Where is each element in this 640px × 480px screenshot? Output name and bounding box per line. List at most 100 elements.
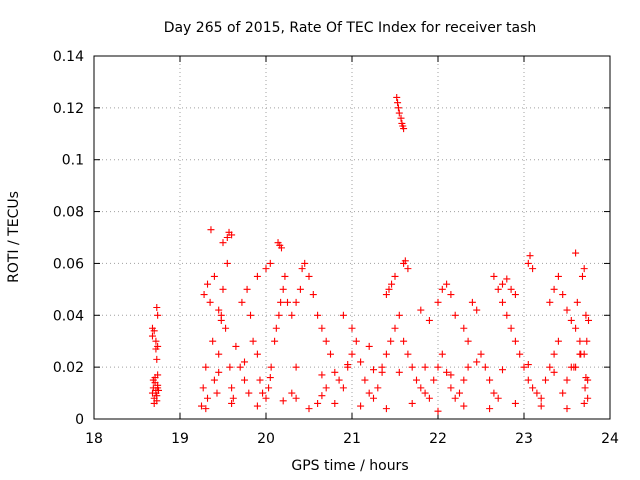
- data-point: [394, 99, 402, 107]
- data-point: [271, 337, 279, 345]
- data-point: [583, 337, 591, 345]
- data-point: [481, 363, 489, 371]
- data-point: [526, 252, 534, 260]
- data-point: [563, 405, 571, 413]
- data-point: [477, 350, 485, 358]
- data-point: [473, 306, 481, 314]
- data-point: [425, 316, 433, 324]
- data-point: [520, 363, 528, 371]
- data-point: [563, 376, 571, 384]
- data-point: [344, 361, 352, 369]
- data-point: [391, 272, 399, 280]
- data-point: [382, 291, 390, 299]
- data-point: [228, 384, 236, 392]
- data-point: [567, 316, 575, 324]
- data-point: [305, 272, 313, 280]
- data-point: [213, 389, 221, 397]
- data-point: [494, 285, 502, 293]
- data-point: [447, 384, 455, 392]
- data-point: [265, 384, 273, 392]
- data-point: [198, 402, 205, 410]
- data-point: [348, 350, 356, 358]
- data-point: [154, 311, 162, 319]
- data-point: [210, 272, 218, 280]
- data-point: [486, 376, 494, 384]
- data-point: [374, 384, 382, 392]
- data-point: [204, 280, 212, 288]
- data-point: [253, 350, 261, 358]
- y-tick-label: 0: [75, 412, 84, 428]
- data-point: [322, 384, 330, 392]
- data-point: [279, 285, 287, 293]
- data-point: [382, 350, 390, 358]
- data-point: [395, 311, 403, 319]
- data-point: [266, 374, 274, 382]
- data-point: [490, 272, 498, 280]
- data-point: [438, 285, 446, 293]
- data-point: [537, 394, 545, 402]
- data-point: [314, 311, 322, 319]
- data-point: [209, 337, 217, 345]
- data-point: [499, 298, 506, 306]
- data-point: [582, 374, 590, 382]
- y-tick-label: 0.08: [53, 205, 84, 221]
- data-point: [288, 389, 296, 397]
- data-point: [219, 285, 227, 293]
- data-point: [281, 272, 289, 280]
- data-point: [245, 389, 253, 397]
- data-point: [226, 363, 234, 371]
- data-point: [259, 389, 267, 397]
- y-tick-label: 0.06: [53, 256, 84, 272]
- data-point: [305, 405, 313, 413]
- data-point: [430, 376, 438, 384]
- data-point: [507, 324, 515, 332]
- data-point: [335, 376, 343, 384]
- data-point: [148, 332, 156, 340]
- data-point: [559, 291, 567, 299]
- data-point: [153, 304, 161, 312]
- y-tick-label: 0.1: [62, 153, 84, 169]
- data-point: [288, 311, 296, 319]
- data-point: [447, 371, 455, 379]
- data-point: [357, 402, 365, 410]
- data-point: [400, 337, 408, 345]
- data-point: [413, 376, 420, 384]
- data-point: [217, 316, 225, 324]
- data-point: [262, 265, 270, 273]
- x-axis-label: GPS time / hours: [291, 458, 408, 474]
- data-point: [202, 363, 210, 371]
- data-point: [499, 366, 506, 374]
- data-point: [256, 376, 264, 384]
- data-point: [327, 350, 334, 358]
- data-point: [507, 285, 515, 293]
- data-point: [447, 291, 455, 299]
- data-point: [352, 337, 360, 345]
- data-point: [404, 350, 412, 358]
- data-point: [339, 384, 347, 392]
- data-point: [229, 394, 237, 402]
- data-point: [511, 291, 519, 299]
- data-point: [387, 337, 395, 345]
- data-point: [215, 350, 223, 358]
- data-point: [438, 350, 446, 358]
- data-point: [584, 394, 592, 402]
- data-point: [473, 358, 481, 366]
- data-point: [529, 265, 537, 273]
- data-point: [232, 342, 240, 350]
- data-point: [210, 376, 218, 384]
- data-point: [247, 311, 255, 319]
- data-point: [262, 394, 270, 402]
- data-point: [421, 363, 429, 371]
- data-point: [511, 337, 519, 345]
- data-point: [582, 311, 590, 319]
- data-point: [443, 280, 451, 288]
- data-point: [150, 399, 158, 407]
- data-point: [572, 324, 580, 332]
- data-point: [318, 392, 326, 400]
- data-point: [537, 402, 545, 410]
- data-point: [309, 291, 317, 299]
- data-point: [238, 298, 246, 306]
- data-point: [241, 376, 248, 384]
- data-point: [573, 298, 581, 306]
- data-point: [153, 355, 161, 363]
